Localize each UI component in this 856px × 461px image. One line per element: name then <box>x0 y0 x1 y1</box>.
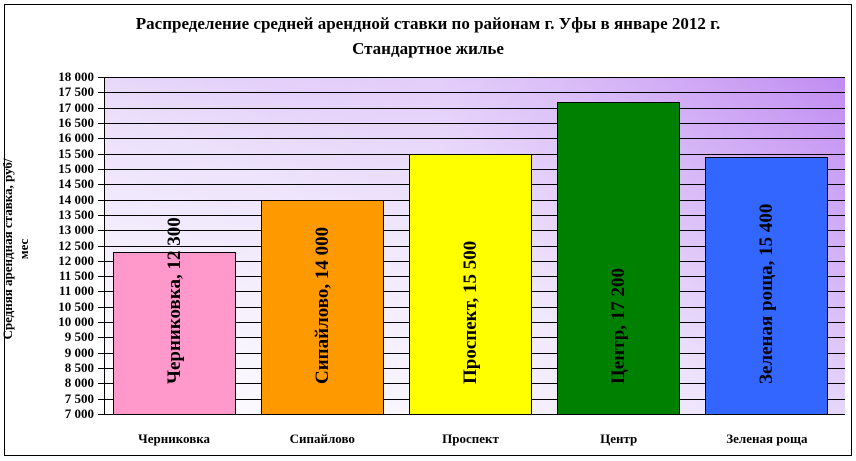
x-tick-label: Зеленая роща <box>726 431 808 446</box>
x-tick-label: Черниковка <box>138 431 211 446</box>
y-tick <box>98 153 104 155</box>
gridline <box>104 138 845 140</box>
y-tick <box>98 122 104 124</box>
x-tick-label: Центр <box>600 431 638 446</box>
y-tick-label: 9 500 <box>64 329 94 345</box>
y-tick-label: 14 000 <box>58 191 94 207</box>
gridline <box>104 122 845 124</box>
y-axis-line <box>104 77 105 414</box>
y-tick-label: 10 000 <box>58 314 94 330</box>
y-tick <box>98 168 104 170</box>
y-tick <box>98 337 104 339</box>
bar: Черниковка, 12 300 <box>113 217 236 415</box>
y-tick <box>98 414 104 415</box>
bar-data-label: Проспект, 15 500 <box>459 240 481 384</box>
bar-data-label: Центр, 17 200 <box>607 267 629 384</box>
y-tick-label: 11 000 <box>58 283 94 299</box>
x-tick-label: Проспект <box>442 431 499 446</box>
y-tick <box>98 230 104 232</box>
y-tick-label: 8 000 <box>64 375 94 391</box>
y-tick-label: 9 000 <box>64 344 94 360</box>
y-tick <box>98 368 104 370</box>
y-tick-label: 17 500 <box>58 84 94 100</box>
bar: Центр, 17 200 <box>557 101 680 415</box>
y-tick-label: 15 500 <box>58 145 94 161</box>
y-tick-label: 18 000 <box>58 69 94 84</box>
y-tick <box>98 352 104 354</box>
y-tick-label: 8 500 <box>64 360 94 376</box>
y-tick-label: 11 500 <box>58 268 94 284</box>
bar: Сипайлово, 14 000 <box>261 199 384 415</box>
chart-title: Распределение средней арендной ставки по… <box>135 14 721 33</box>
y-tick <box>98 245 104 247</box>
y-tick <box>98 398 104 400</box>
gridline <box>104 92 845 94</box>
y-tick <box>98 383 104 385</box>
y-tick-label: 16 000 <box>58 130 94 146</box>
y-tick-label: 14 500 <box>58 176 94 192</box>
y-tick-label: 12 000 <box>58 252 94 268</box>
y-tick <box>98 138 104 140</box>
y-tick <box>98 199 104 201</box>
y-tick-label: 17 000 <box>58 99 94 115</box>
y-tick <box>98 276 104 278</box>
bar-data-label: Сипайлово, 14 000 <box>311 226 333 384</box>
y-tick <box>98 214 104 216</box>
chart-subtitle: Стандартное жилье <box>352 39 504 58</box>
y-tick-label: 13 000 <box>58 222 94 238</box>
bar: Проспект, 15 500 <box>409 153 532 415</box>
y-tick-label: 10 500 <box>58 298 94 314</box>
y-tick <box>98 322 104 324</box>
y-tick-label: 16 500 <box>58 114 94 130</box>
y-tick <box>98 107 104 109</box>
y-axis-label: Средняя арендная ставка, руб/мес <box>0 158 31 340</box>
bar-data-label: Зеленая роща, 15 400 <box>755 203 777 384</box>
y-tick <box>98 77 104 78</box>
y-tick-label: 13 500 <box>58 206 94 222</box>
gridline <box>104 107 845 109</box>
bar-data-label: Черниковка, 12 300 <box>163 217 185 384</box>
y-tick-label: 7 500 <box>64 390 94 406</box>
gridline <box>104 77 845 78</box>
y-tick-label: 7 000 <box>64 406 94 421</box>
y-tick <box>98 184 104 186</box>
y-tick <box>98 92 104 94</box>
y-tick-label: 12 500 <box>58 237 94 253</box>
y-tick <box>98 306 104 308</box>
y-tick-label: 15 000 <box>58 160 94 176</box>
bar: Зеленая роща, 15 400 <box>705 156 828 415</box>
y-tick <box>98 260 104 262</box>
x-tick-label: Сипайлово <box>289 431 355 446</box>
y-tick <box>98 291 104 293</box>
